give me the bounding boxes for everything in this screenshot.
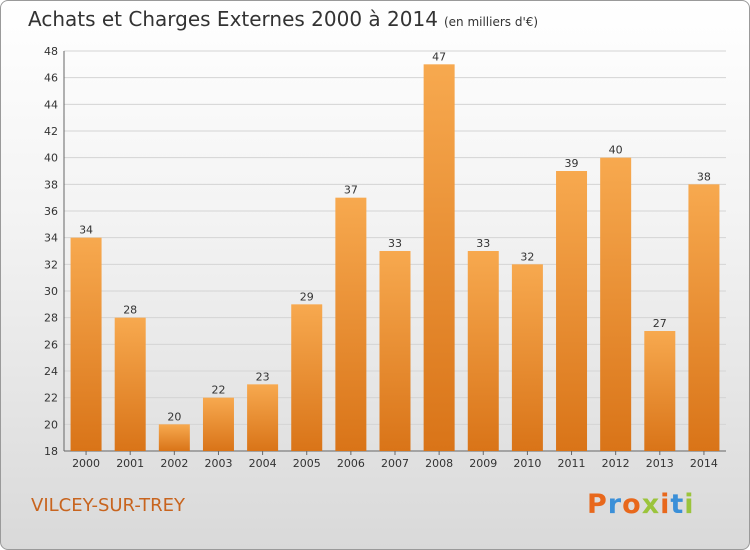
data-label: 33 [388,237,402,250]
bar [158,424,190,451]
data-label: 38 [697,170,711,183]
x-tick-label: 2009 [469,457,497,470]
y-tick-label: 34 [44,232,58,245]
logo-letter: P [587,489,608,520]
data-label: 37 [344,184,358,197]
bar [467,251,499,451]
x-tick-label: 2002 [160,457,188,470]
data-label: 28 [123,304,137,317]
data-label: 20 [167,410,181,423]
logo-letter: i [660,489,671,520]
x-tick-label: 2001 [116,457,144,470]
y-tick-label: 40 [44,152,58,165]
chart-subtitle: (en milliers d'€) [443,15,539,29]
logo-letter: t [670,489,685,520]
bar [335,197,367,451]
logo-letter: i [684,489,695,520]
y-tick-label: 44 [44,98,58,111]
y-tick-label: 24 [44,365,58,378]
y-tick-label: 32 [44,258,58,271]
x-tick-label: 2012 [602,457,630,470]
y-tick-label: 20 [44,418,58,431]
bar [114,317,146,451]
y-tick-label: 38 [44,178,58,191]
bar [556,171,588,451]
x-tick-label: 2011 [558,457,586,470]
bar [379,251,411,451]
data-label: 27 [653,317,667,330]
y-tick-label: 28 [44,312,58,325]
x-tick-label: 2013 [646,457,674,470]
bar [688,184,720,452]
logo-letter: o [622,489,642,520]
x-tick-label: 2005 [293,457,321,470]
commune-name: VILCEY-SUR-TREY [31,495,186,516]
data-label: 33 [476,237,490,250]
data-label: 39 [565,157,579,170]
data-label: 34 [79,224,93,237]
data-label: 32 [520,250,534,263]
y-tick-label: 22 [44,392,58,405]
y-tick-label: 42 [44,125,58,138]
bar [644,331,676,451]
y-tick-label: 30 [44,285,58,298]
x-tick-label: 2014 [690,457,718,470]
x-tick-label: 2000 [72,457,100,470]
x-tick-label: 2003 [204,457,232,470]
logo-letter: x [641,489,661,520]
x-tick-label: 2008 [425,457,453,470]
data-label: 29 [300,290,314,303]
x-tick-label: 2004 [249,457,277,470]
x-tick-label: 2007 [381,457,409,470]
data-label: 47 [432,50,446,63]
bars [70,64,720,452]
y-tick-label: 26 [44,338,58,351]
chart-title: Achats et Charges Externes 2000 à 2014 (e… [28,7,538,31]
axes: 18 20 22 24 26 28 30 32 34 36 38 40 42 44 46 48 2000 2001… [44,45,726,470]
logo-letter: r [607,489,623,520]
y-tick-label: 46 [44,72,58,85]
data-label: 22 [211,384,225,397]
y-tick-label: 48 [44,45,58,58]
bar [511,264,543,451]
data-label: 40 [609,144,623,157]
data-label: 23 [256,370,270,383]
chart-title-text: Achats et Charges Externes 2000 à 2014 [28,7,438,31]
bar [291,304,323,451]
bar [70,237,102,451]
y-tick-label: 18 [44,445,58,458]
bar [600,157,632,451]
y-tick-label: 36 [44,205,58,218]
bar [202,397,234,451]
bar [423,64,455,452]
proxiti-logo: Proxiti [587,489,695,520]
bar [247,384,279,451]
x-tick-label: 2010 [513,457,541,470]
x-tick-label: 2006 [337,457,365,470]
labels: 34 28 20 22 23 29 37 33 47 33 32 39 40 27 38 [79,50,711,423]
